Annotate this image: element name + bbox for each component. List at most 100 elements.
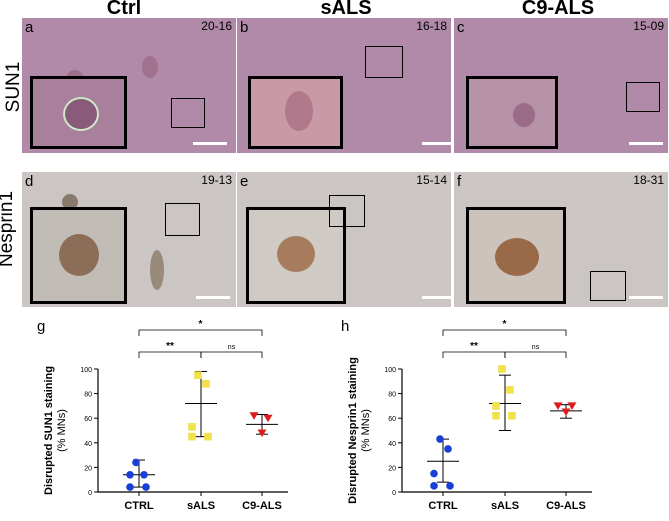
data-point-sals: [492, 411, 500, 420]
panel-letter: e: [240, 173, 249, 190]
motor-neuron: [62, 194, 78, 210]
data-point-ctrl: [126, 483, 134, 491]
panel-letter: a: [25, 19, 34, 36]
data-point-ctrl: [140, 470, 148, 479]
motor-neuron: [142, 56, 158, 78]
row-label-nesprin1: Nesprin1: [0, 190, 17, 268]
motor-neuron-enlarged: [277, 236, 315, 272]
y-axis-label: Disrupted Nesprin1 staining(% MNs): [347, 357, 372, 504]
significance-label: *: [503, 319, 507, 330]
data-point-ctrl: [430, 482, 438, 490]
motor-neuron: [150, 250, 164, 290]
case-id: 16-18: [416, 19, 447, 33]
data-point-ctrl: [444, 445, 452, 453]
micrograph-panel-a: a 20-16: [22, 18, 236, 153]
zoom-inset: [248, 76, 343, 149]
panel-letter-g: g: [37, 318, 46, 335]
scale-bar: [629, 142, 663, 145]
significance-label: ns: [228, 344, 236, 351]
y-tick-label: 40: [388, 441, 396, 448]
data-point-sals: [194, 371, 202, 379]
significance-label: *: [199, 319, 203, 330]
scale-bar: [422, 296, 451, 299]
data-point-sals: [188, 423, 196, 431]
y-tick-label: 80: [84, 392, 92, 399]
zoom-inset: [466, 76, 558, 149]
data-point-ctrl: [430, 469, 438, 478]
micrograph-panel-d: d 19-13: [22, 172, 236, 307]
data-point-c9als: [567, 402, 577, 410]
y-tick-label: 60: [84, 416, 92, 423]
data-point-sals: [508, 411, 516, 420]
significance-bracket: [442, 351, 506, 358]
significance-label: ns: [532, 344, 540, 351]
panel-letter: c: [457, 19, 465, 36]
scale-bar: [196, 296, 230, 299]
y-tick-label: 40: [84, 441, 92, 448]
region-of-interest-box: [165, 203, 200, 236]
data-point-c9als: [249, 412, 259, 420]
data-point-ctrl: [436, 435, 444, 443]
data-point-c9als: [257, 429, 267, 437]
y-axis-label: Disrupted SUN1 staining(% MNs): [43, 366, 68, 495]
case-id: 19-13: [201, 173, 232, 187]
motor-neuron-enlarged: [495, 238, 539, 276]
y-tick-label: 100: [384, 367, 396, 374]
significance-bracket: [138, 351, 202, 358]
data-point-sals: [506, 386, 514, 394]
motor-neuron-enlarged: [59, 234, 99, 276]
data-point-sals: [204, 432, 212, 441]
data-point-c9als: [561, 408, 571, 417]
y-axis-label-line1: Disrupted Nesprin1 staining: [347, 357, 359, 504]
significance-bracket: [200, 351, 263, 358]
significance-label: **: [166, 341, 174, 352]
case-id: 20-16: [201, 19, 232, 33]
scale-bar: [629, 296, 663, 299]
x-tick-label-ctrl: CTRL: [124, 500, 154, 512]
y-tick-label: 100: [80, 367, 92, 374]
x-tick-label-sals: sALS: [187, 500, 215, 512]
significance-label: **: [470, 341, 478, 352]
panel-letter-h: h: [341, 318, 350, 335]
data-point-ctrl: [126, 470, 134, 479]
chart-nesprin1-disruption: Disrupted Nesprin1 staining(% MNs) 0 20 40 6…: [347, 319, 592, 512]
data-point-sals: [498, 365, 506, 373]
column-header-sals: sALS: [320, 0, 372, 19]
y-axis-label-line2: (% MNs): [56, 409, 68, 452]
y-tick-label: 20: [84, 465, 92, 472]
case-id: 15-09: [633, 19, 664, 33]
scale-bar: [422, 142, 451, 145]
region-of-interest-box: [171, 98, 205, 128]
x-tick-label-ctrl: CTRL: [428, 500, 458, 512]
data-point-sals: [202, 379, 210, 388]
panel-letter: d: [25, 173, 34, 190]
zoom-inset: [30, 76, 127, 149]
data-point-sals: [492, 402, 500, 410]
data-point-c9als: [263, 414, 273, 423]
region-of-interest-box: [329, 195, 365, 227]
region-of-interest-box: [626, 82, 660, 112]
data-point-ctrl: [132, 458, 140, 467]
significance-bracket: [138, 329, 263, 336]
motor-neuron-enlarged: [285, 91, 313, 131]
case-id: 15-14: [416, 173, 447, 187]
significance-bracket: [442, 329, 567, 336]
case-id: 18-31: [633, 173, 664, 187]
y-axis-label-line1: Disrupted SUN1 staining: [43, 366, 55, 495]
panel-letter: b: [240, 19, 249, 36]
region-of-interest-box: [365, 46, 403, 78]
micrograph-panel-f: f 18-31: [454, 172, 668, 307]
y-axis-label-line2: (% MNs): [360, 409, 372, 452]
zoom-inset: [30, 207, 127, 304]
panel-letter: f: [457, 173, 462, 190]
micrograph-panel-e: e 15-14: [237, 172, 451, 307]
zoom-inset: [466, 207, 566, 304]
motor-neuron-enlarged: [63, 97, 99, 131]
y-tick-label: 20: [388, 465, 396, 472]
y-tick-label: 60: [388, 416, 396, 423]
scale-bar: [193, 142, 227, 145]
micrograph-panel-b: b 16-18: [237, 18, 451, 153]
x-tick-label-c9-als: C9-ALS: [546, 500, 586, 512]
x-tick-label-sals: sALS: [491, 500, 519, 512]
column-header-ctrl: Ctrl: [106, 0, 142, 19]
